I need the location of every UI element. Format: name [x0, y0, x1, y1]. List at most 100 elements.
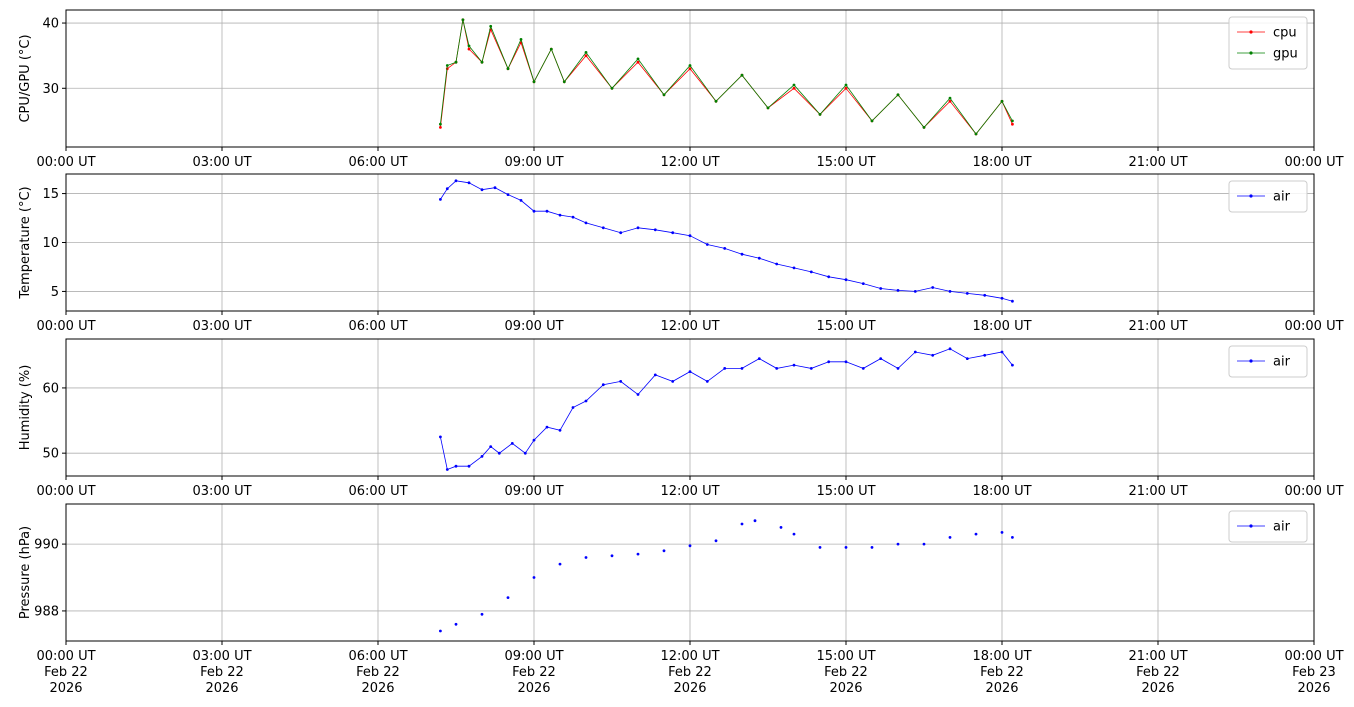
x-tick-label: 12:00 UT Feb 22 2026	[660, 649, 719, 696]
data-point-air	[510, 442, 514, 445]
data-point-gpu	[766, 106, 770, 110]
data-point-air	[1011, 536, 1014, 539]
x-tick-label-line: 2026	[205, 681, 238, 696]
data-point-gpu	[870, 119, 874, 123]
data-point-air	[844, 546, 848, 549]
data-point-air	[454, 622, 458, 626]
data-point-gpu	[662, 93, 666, 97]
data-point-air	[545, 209, 549, 213]
x-tick-label-line: Feb 22	[1136, 665, 1180, 680]
data-point-air	[445, 468, 449, 471]
data-point-air	[775, 262, 779, 266]
x-tick-label-line: 18:00 UT	[972, 155, 1031, 170]
data-point-air	[792, 363, 796, 367]
x-tick-label: 21:00 UT Feb 22 2026	[1128, 649, 1187, 696]
data-point-air	[619, 380, 623, 383]
data-point-air	[558, 428, 562, 432]
x-tick-label-line: Feb 22	[668, 665, 712, 680]
x-tick-label-line: 12:00 UT	[660, 649, 719, 664]
x-tick-label-line: 12:00 UT	[660, 155, 719, 170]
data-point-air	[532, 438, 536, 442]
data-point-gpu	[461, 18, 465, 22]
data-point-air	[545, 425, 549, 429]
data-point-gpu	[1000, 99, 1004, 103]
y-tick-label: 30	[42, 82, 59, 97]
data-point-air	[636, 552, 640, 556]
data-point-gpu	[896, 93, 900, 97]
x-tick-label-line: 03:00 UT	[192, 649, 251, 664]
data-point-air	[896, 542, 900, 546]
data-point-gpu	[1011, 119, 1014, 123]
legend: cpu gpu	[1228, 16, 1308, 70]
x-tick-label: 03:00 UT	[192, 484, 251, 499]
data-point-air	[532, 576, 536, 579]
x-tick-label: 00:00 UT Feb 22 2026	[36, 649, 95, 696]
data-point-cpu	[584, 54, 588, 58]
x-tick-label: 09:00 UT	[504, 319, 563, 334]
y-tick-label: 5	[51, 285, 59, 300]
x-tick-label: 09:00 UT Feb 22 2026	[504, 649, 563, 696]
x-tick-label-line: 09:00 UT	[504, 649, 563, 664]
x-tick-label-line: 00:00 UT	[36, 319, 95, 334]
data-point-air	[705, 243, 709, 246]
data-point-air	[571, 406, 575, 409]
data-point-air	[705, 380, 709, 383]
legend-swatch-marker	[1249, 51, 1253, 55]
x-tick-label: 21:00 UT	[1128, 319, 1187, 334]
data-point-gpu	[445, 64, 449, 67]
data-point-air	[983, 353, 987, 357]
x-tick-label-line: 2026	[829, 681, 862, 696]
x-tick-label: 15:00 UT	[816, 155, 875, 170]
data-point-air	[714, 539, 718, 543]
legend-label: air	[1273, 355, 1291, 370]
data-point-air	[584, 221, 588, 225]
data-point-gpu	[562, 80, 566, 84]
data-point-air	[571, 215, 575, 219]
data-point-air	[619, 231, 623, 235]
x-tick-label-line: 18:00 UT	[972, 484, 1031, 499]
data-point-gpu	[922, 126, 926, 129]
y-axis-label: Humidity (%)	[18, 365, 33, 451]
legend-box	[1228, 510, 1308, 543]
data-point-air	[1011, 363, 1014, 367]
legend-label: air	[1273, 190, 1291, 205]
x-tick-label-line: 00:00 UT	[1284, 484, 1343, 499]
x-tick-label-line: 09:00 UT	[504, 155, 563, 170]
data-point-air	[671, 231, 675, 235]
x-tick-label-line: 00:00 UT	[36, 649, 95, 664]
x-tick-label: 09:00 UT	[504, 155, 563, 170]
data-point-air	[480, 188, 484, 192]
x-tick-label-line: 06:00 UT	[348, 649, 407, 664]
data-point-air	[861, 367, 865, 370]
data-point-air	[870, 546, 874, 549]
x-tick-label: 09:00 UT	[504, 484, 563, 499]
legend: air	[1228, 345, 1308, 378]
data-point-air	[844, 278, 848, 282]
data-point-air	[757, 357, 761, 360]
data-point-air	[532, 209, 536, 213]
data-point-air	[636, 226, 640, 230]
x-tick-label-line: Feb 22	[980, 665, 1024, 680]
x-tick-label: 00:00 UT	[36, 319, 95, 334]
data-point-air	[584, 556, 588, 559]
data-point-air	[688, 544, 692, 548]
data-point-air	[792, 532, 796, 536]
x-tick-label-line: 06:00 UT	[348, 484, 407, 499]
data-point-gpu	[467, 44, 471, 48]
x-tick-label: 03:00 UT	[192, 155, 251, 170]
data-point-gpu	[454, 60, 458, 64]
x-tick-label-line: 2026	[1141, 681, 1174, 696]
data-point-gpu	[439, 122, 442, 126]
data-point-air	[662, 549, 666, 553]
data-point-gpu	[948, 96, 952, 100]
x-tick-label-line: Feb 22	[512, 665, 556, 680]
x-tick-label: 03:00 UT	[192, 319, 251, 334]
x-tick-label: 21:00 UT	[1128, 155, 1187, 170]
legend-swatch-marker	[1249, 524, 1253, 528]
data-point-gpu	[584, 51, 588, 54]
legend-box	[1228, 16, 1308, 70]
data-point-cpu	[688, 67, 692, 71]
x-tick-label-line: Feb 23	[1292, 665, 1336, 680]
data-point-gpu	[506, 67, 510, 71]
